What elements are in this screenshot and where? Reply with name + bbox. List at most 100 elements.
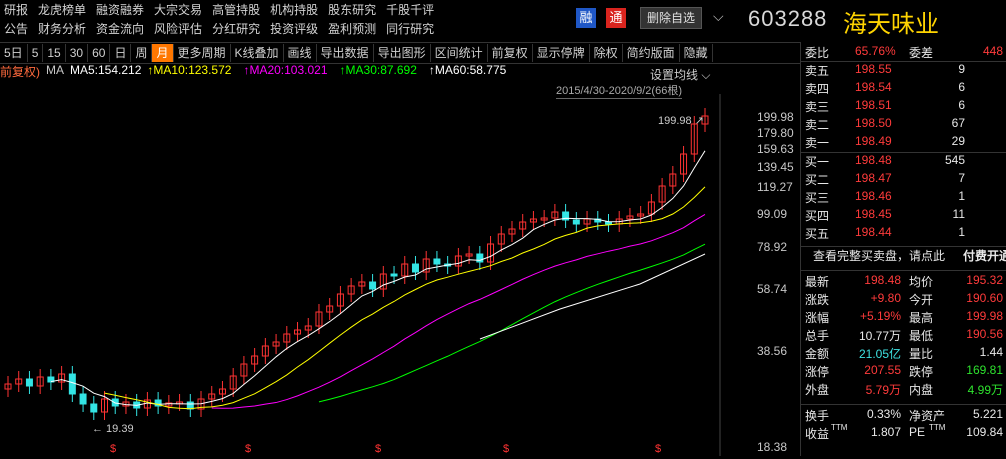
- toolbar-item[interactable]: 导出图形: [374, 44, 431, 62]
- quote-row: 涨跌 +9.80 今开 190.60: [805, 291, 1005, 308]
- candle-body: [58, 373, 66, 383]
- quote-label: 金额: [805, 347, 830, 361]
- ma-legend: 前复权) MA MA5:154.212 ↑MA10:123.572 ↑MA20:…: [0, 63, 518, 79]
- top-menu-item[interactable]: 机构持股: [270, 3, 319, 17]
- quote-row: 卖一 198.49 29: [805, 134, 1005, 151]
- top-menu-item[interactable]: 财务分析: [38, 22, 87, 36]
- toolbar-item[interactable]: 周: [131, 44, 153, 62]
- toolbar-item[interactable]: 除权: [590, 44, 623, 62]
- quote-row: 最新 198.48 均价 195.32: [805, 273, 1005, 290]
- toolbar-item[interactable]: 简约版面: [623, 44, 680, 62]
- date-range: 2015/4/30-2020/9/2(66根): [556, 82, 682, 99]
- toolbar-item[interactable]: 30: [66, 44, 89, 62]
- divider: [801, 404, 1006, 405]
- toolbar-item[interactable]: 显示停牌: [533, 44, 590, 62]
- top-menu-item[interactable]: 大宗交易: [154, 3, 203, 17]
- toolbar-item[interactable]: 月: [152, 44, 174, 62]
- delete-watchlist-button[interactable]: 删除自选: [640, 7, 702, 29]
- top-menu-item[interactable]: 同行研究: [386, 22, 435, 36]
- quote-value: +9.80: [870, 291, 901, 305]
- toolbar-item[interactable]: 前复权: [488, 44, 533, 62]
- adjust-label: 前复权): [0, 65, 40, 79]
- ma10-value: ↑MA10:123.572: [147, 63, 232, 77]
- toolbar-item[interactable]: 15: [43, 44, 66, 62]
- buy-price: 198.48: [855, 153, 892, 167]
- buy-volume: 1: [958, 225, 965, 239]
- quote-value: 10.77万: [858, 329, 901, 343]
- buy-volume: 545: [944, 153, 965, 167]
- buy-price: 198.46: [855, 189, 892, 203]
- top-menu-item[interactable]: 分红研究: [212, 22, 261, 36]
- ma30-value: ↑MA30:87.692: [339, 63, 417, 77]
- dividend-marker: $: [245, 443, 251, 455]
- pay-open-link[interactable]: 付费开通: [963, 249, 1006, 263]
- candle-body: [283, 333, 291, 343]
- y-tick-label: 99.09: [757, 207, 788, 221]
- quote-row: 买一 198.48 545: [805, 153, 1005, 170]
- y-tick-label: 159.63: [757, 142, 794, 156]
- dropdown-arrow-icon[interactable]: ⌵: [713, 8, 724, 24]
- candle-body: [90, 403, 98, 413]
- sell-price: 198.54: [855, 80, 892, 94]
- candle-body: [251, 355, 259, 365]
- top-menu-item[interactable]: 盈利预测: [328, 22, 377, 36]
- quote-row: 卖三 198.51 6: [805, 98, 1005, 115]
- top-menu-item[interactable]: 股东研究: [328, 3, 377, 17]
- candle-body: [294, 329, 302, 335]
- top-menu-item[interactable]: 研报: [4, 3, 29, 17]
- quote-label: 外盘: [805, 383, 830, 397]
- toolbar-item[interactable]: 日: [110, 44, 132, 62]
- toolbar-item[interactable]: 画线: [284, 44, 317, 62]
- ma-settings-button[interactable]: 设置均线 ⌵: [650, 66, 710, 83]
- toolbar-item[interactable]: 5日: [0, 44, 28, 62]
- rong-button[interactable]: 融: [576, 8, 596, 28]
- high-annotation: 199.98 ↗: [658, 115, 704, 127]
- toolbar-item[interactable]: K线叠加: [231, 44, 284, 62]
- quote-label: 量比: [909, 347, 934, 361]
- divider: [801, 61, 1006, 62]
- candle-body: [218, 388, 226, 395]
- quote-row: 涨幅 +5.19% 最高 199.98: [805, 309, 1005, 326]
- divider: [801, 270, 1006, 271]
- top-menu-item[interactable]: 高管持股: [212, 3, 261, 17]
- candle-body: [433, 258, 441, 265]
- top-menu-item[interactable]: 千股千评: [386, 3, 435, 17]
- sell-level-label: 卖五: [805, 64, 830, 78]
- sell-volume: 9: [958, 62, 965, 76]
- top-menu-item[interactable]: 公告: [4, 22, 29, 36]
- toolbar-item[interactable]: 导出数据: [317, 44, 374, 62]
- toolbar-item[interactable]: 5: [28, 44, 44, 62]
- top-menu-item[interactable]: 龙虎榜单: [38, 3, 87, 17]
- kline-chart[interactable]: 199.98 ↗ ← 19.39 $ $ $ $ $: [0, 94, 780, 456]
- tong-button[interactable]: 通: [606, 8, 626, 28]
- quote-row: 收益 TTM 1.807 PE TTM 109.84: [805, 423, 1005, 442]
- buy-volume: 11: [952, 207, 965, 221]
- candle-body: [47, 376, 55, 383]
- toolbar-item[interactable]: 隐藏: [680, 44, 713, 62]
- net-assets-value: 5.221: [972, 407, 1003, 421]
- top-menu-item[interactable]: 资金流向: [96, 22, 145, 36]
- top-menu-item[interactable]: 投资评级: [270, 22, 319, 36]
- toolbar-item[interactable]: 更多周期: [174, 44, 231, 62]
- full-orderbook-link[interactable]: 查看完整买卖盘，请点此: [813, 249, 946, 263]
- toolbar-item[interactable]: 区间统计: [431, 44, 488, 62]
- candle-body: [680, 153, 688, 175]
- top-menu-item[interactable]: 融资融券: [96, 3, 145, 17]
- toolbar-item[interactable]: 60: [88, 44, 111, 62]
- candle-body: [637, 213, 645, 217]
- y-tick-label: 139.45: [757, 160, 794, 174]
- candle-body: [304, 325, 312, 331]
- quote-value: +5.19%: [859, 309, 901, 323]
- quote-label: 跌停: [909, 365, 934, 379]
- candle-body: [465, 253, 473, 257]
- quote-label: 涨跌: [805, 293, 830, 307]
- top-menu-row-2: 公告 财务分析 资金流向 风险评估 分红研究 投资评级 盈利预测 同行研究: [4, 20, 444, 38]
- quote-value: 207.55: [864, 363, 901, 377]
- top-menu-item[interactable]: 风险评估: [154, 22, 203, 36]
- dividend-marker: $: [655, 443, 661, 455]
- full-orderbook-row: 查看完整买卖盘，请点此 付费开通: [813, 247, 1006, 264]
- candle-body: [154, 399, 162, 407]
- weibi-value: 65.76%: [855, 44, 896, 58]
- quote-row: 总手 10.77万 最低 190.56: [805, 327, 1005, 344]
- quote-value: 169.81: [966, 363, 1003, 377]
